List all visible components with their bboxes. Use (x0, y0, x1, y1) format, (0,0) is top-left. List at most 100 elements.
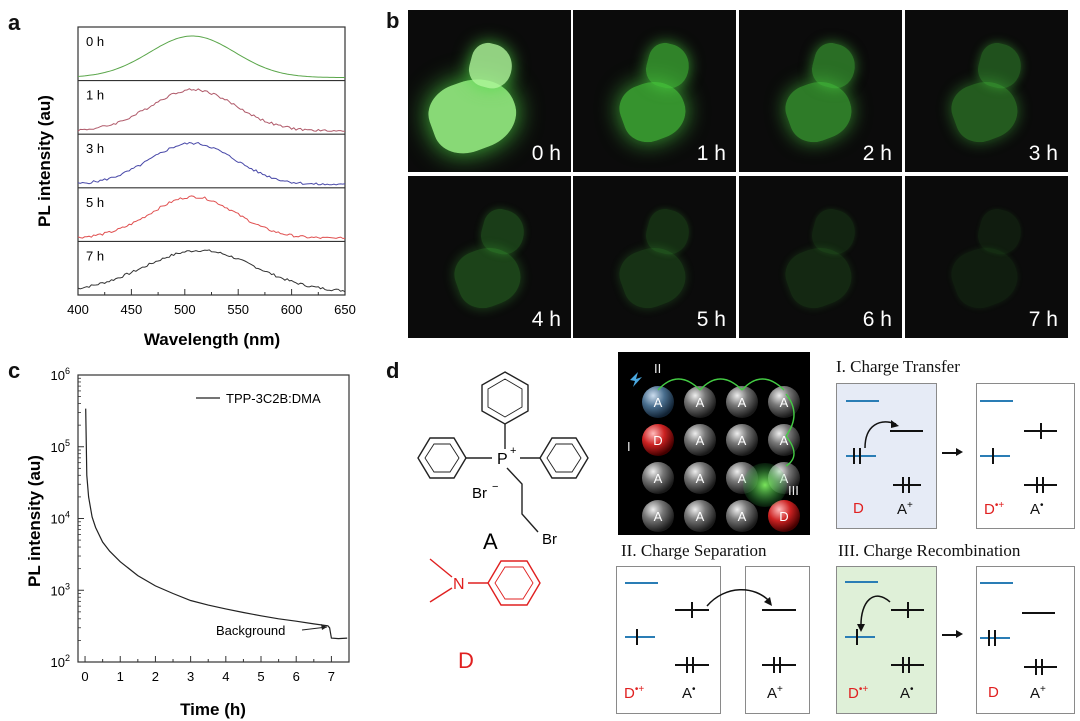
donor-level (980, 400, 1013, 402)
sphere-label: A (780, 395, 789, 410)
arrow-right (942, 634, 958, 636)
electron-mark (856, 629, 858, 645)
donor-level (980, 582, 1013, 584)
acceptor-sphere (726, 386, 758, 418)
arrow-right (942, 452, 958, 454)
cs-before-box (616, 566, 721, 714)
molecule-a-label: A (483, 529, 498, 554)
photo-frame: 4 h (408, 176, 571, 338)
pl-trace-1 (77, 88, 345, 132)
panel-a-ylabel: PL intensity (au) (35, 95, 54, 227)
acceptor-level (1024, 484, 1057, 486)
cs-after-a: A+ (767, 684, 783, 702)
sphere-label: A (738, 509, 747, 524)
frame-time-label: 3 h (1028, 142, 1058, 165)
y-tick-label: 102 (51, 653, 70, 670)
pl-trace-0 (77, 35, 345, 78)
panel-c-decay-chart: 0 1 2 3 4 5 6 7 102 103 104 105 106 TPP-3C2B:DMA Bac… (25, 366, 350, 719)
donor-sphere (642, 424, 674, 456)
molecule-d-n: N (453, 576, 465, 593)
ct-before-d: D (853, 500, 864, 517)
legend-entry: TPP-3C2B:DMA (226, 391, 321, 406)
cr-before-a: A• (900, 684, 914, 702)
cr-after-box (976, 566, 1075, 714)
sphere-label: D (779, 509, 788, 524)
x-tick-label: 4 (222, 669, 229, 684)
background-annotation: Background (216, 623, 285, 638)
electron-mark (1040, 423, 1042, 439)
pl-trace-2 (77, 141, 346, 186)
pl-trace-3 (77, 195, 345, 239)
acceptor-sphere (684, 462, 716, 494)
frame-time-label: 0 h (531, 142, 561, 165)
charge-transfer-title: I. Charge Transfer (836, 357, 960, 376)
x-tick-label: 650 (334, 302, 356, 317)
molecule-a-p: P (497, 451, 508, 468)
electron-mark (691, 602, 693, 618)
sphere-label: A (654, 395, 663, 410)
photo-frame: 2 h (739, 10, 902, 172)
sphere-label: A (696, 433, 705, 448)
acceptor-sphere (642, 500, 674, 532)
donor-level (625, 582, 658, 584)
panel-label-c: c (8, 358, 21, 383)
cs-before-a: A• (682, 684, 696, 702)
sphere-label: A (654, 509, 663, 524)
acceptor-sphere (768, 424, 800, 456)
light-flash-icon (630, 372, 642, 387)
electron-mark (1036, 477, 1038, 493)
x-tick-label: 400 (67, 302, 89, 317)
x-tick-label: 5 (257, 669, 264, 684)
electron-mark (686, 657, 688, 673)
acceptor-level (762, 609, 796, 611)
electron-mark (907, 602, 909, 618)
x-tick-label: 7 (328, 669, 335, 684)
electron-mark (988, 630, 990, 646)
photo-frame: 6 h (739, 176, 902, 338)
frame-time-label: 2 h (862, 142, 892, 165)
panel-label-b: b (386, 8, 400, 33)
acceptor-level (893, 484, 921, 486)
y-tick-label: 105 (51, 438, 70, 455)
electron-mark (994, 630, 996, 646)
cr-after-d: D (988, 684, 999, 701)
x-tick-label: 500 (174, 302, 196, 317)
frame-time-label: 4 h (531, 308, 561, 331)
molecule-a-br: Br (542, 531, 557, 548)
x-tick-label: 0 (81, 669, 88, 684)
molecule-structures: P + Br − Br A N D (417, 371, 589, 673)
sphere-label: A (696, 509, 705, 524)
arrow-head (956, 448, 963, 456)
acceptor-sphere (726, 500, 758, 532)
sphere-label: A (780, 433, 789, 448)
acceptor-sphere (642, 386, 674, 418)
electron-mark (853, 448, 855, 464)
photo-frame: 0 h (408, 10, 571, 172)
trace-label: 3 h (86, 141, 104, 156)
frame-time-label: 5 h (696, 308, 726, 331)
trace-label: 1 h (86, 88, 104, 103)
photo-frame: 7 h (905, 176, 1068, 338)
donor-level (980, 455, 1010, 457)
electron-mark (1035, 659, 1037, 675)
lattice-step-i: I (627, 439, 631, 454)
molecule-d-structure (429, 558, 541, 606)
x-tick-label: 2 (152, 669, 159, 684)
acceptor-sphere (684, 424, 716, 456)
ct-after-d: D•+ (984, 500, 1005, 518)
y-tick-label: 103 (51, 581, 70, 598)
x-tick-label: 1 (117, 669, 124, 684)
electron-mark (992, 448, 994, 464)
sphere-label: D (653, 433, 662, 448)
charge-recombination-title: III. Charge Recombination (838, 541, 1021, 560)
arrow-head (956, 630, 963, 638)
acceptor-level (1024, 666, 1057, 668)
molecule-a-counterion-charge: − (492, 481, 498, 493)
ct-after-a: A• (1030, 500, 1044, 518)
molecule-a-counterion: Br (472, 485, 487, 502)
donor-level (846, 455, 876, 457)
acceptor-sphere (768, 386, 800, 418)
trace-label: 0 h (86, 34, 104, 49)
acceptor-level (891, 664, 924, 666)
ct-before-a: A+ (897, 500, 913, 518)
